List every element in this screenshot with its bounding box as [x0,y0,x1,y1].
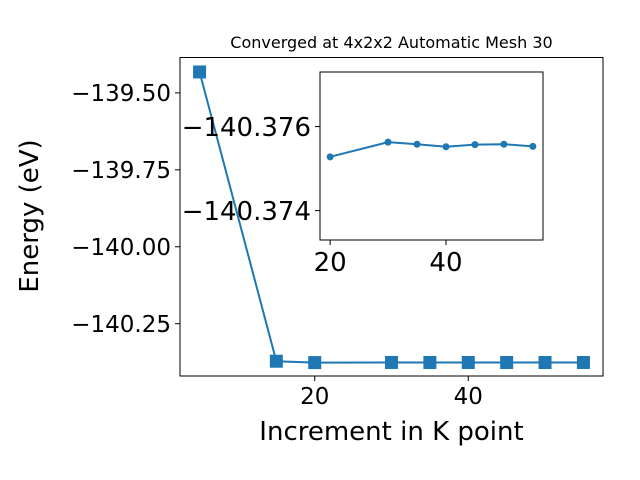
inset-data-point [529,142,537,150]
main-y-tick-label: −139.50 [71,81,171,107]
x-axis-label: Increment in K point [259,417,523,447]
main-data-point [538,355,552,369]
main-data-point [193,65,207,79]
inset-plot-frame [319,71,544,241]
inset-y-tick-label: −140.376 [182,113,311,143]
main-data-point [385,355,398,369]
main-series [193,65,590,370]
main-data-point [269,354,283,368]
main-data-point [500,355,514,369]
inset-data-point [326,153,334,161]
inset-y-tick-label: −140.374 [182,197,311,227]
inset-data-point [442,143,450,151]
inset-x-tick-label: 40 [429,248,462,278]
main-y-tick-label: −139.75 [71,158,171,184]
inset-series [326,138,537,161]
main-y-tick-label: −140.25 [71,312,171,338]
inset-data-point [471,141,479,149]
main-y-ticks: −139.50 −139.75 −140.00 −140.25 [71,81,180,338]
main-x-tick-label: 20 [300,384,329,410]
inset-axes: 20 40 −140.376−140.374 [182,71,544,278]
inset-data-point [413,140,421,148]
main-y-tick-label: −140.00 [71,235,171,261]
inset-x-ticks: 20 40 [314,240,463,278]
inset-y-ticks: −140.376 −140.374 [182,113,320,227]
main-data-point [461,355,475,369]
inset-data-point [500,140,508,148]
main-data-point [423,355,437,369]
inset-x-tick-label: 20 [314,248,347,278]
inset-data-point [384,138,392,146]
y-axis-label: Energy (eV) [15,139,45,292]
main-x-ticks: 20 40 [300,376,483,410]
main-data-point [308,356,322,370]
main-x-tick-label: 40 [454,384,483,410]
main-data-point [576,355,590,369]
chart-title: Converged at 4x2x2 Automatic Mesh 30 [230,33,552,52]
